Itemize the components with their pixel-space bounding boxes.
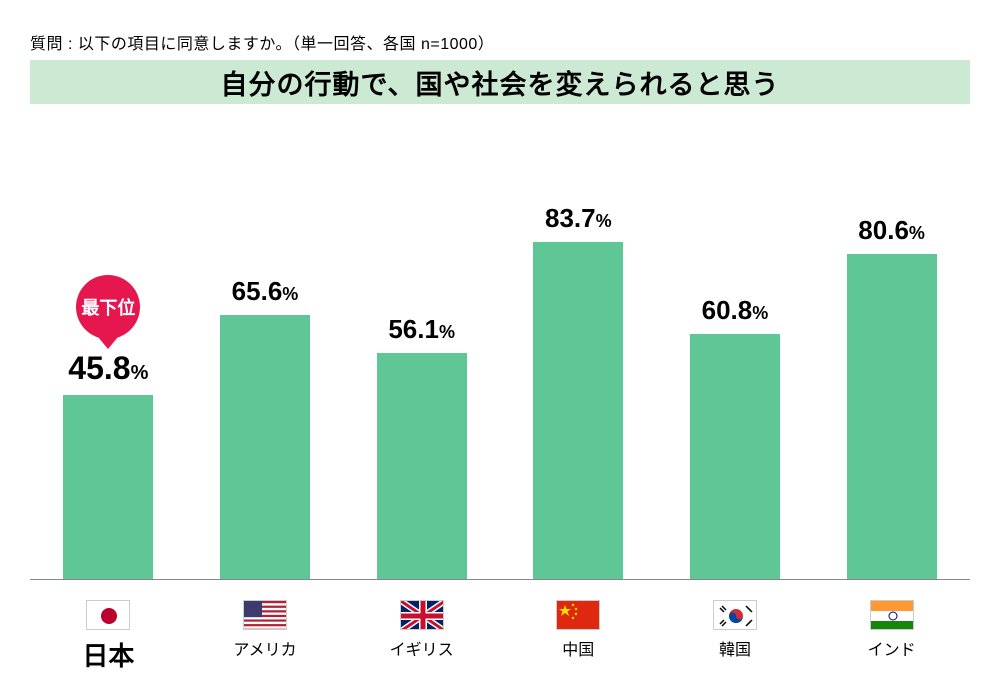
bar-value-label: 80.6% [858, 215, 925, 246]
chart-title-band: 自分の行動で、国や社会を変えられると思う [30, 60, 970, 104]
bar-plot: 45.8% 最下位 65.6% 56.1% 83.7% 60.8% 80.6% [30, 110, 970, 580]
bar-value-label: 56.1% [388, 314, 455, 345]
country-label: イギリス [390, 636, 454, 660]
bar-slot: 45.8% 最下位 [31, 110, 186, 580]
bar [690, 334, 780, 580]
x-tick: 日本 [31, 600, 186, 673]
lowest-badge: 最下位 [76, 275, 140, 339]
country-label: アメリカ [233, 636, 296, 660]
flag-icon [870, 600, 914, 630]
x-tick: アメリカ [187, 600, 342, 660]
country-label: インド [868, 636, 916, 660]
bar-value-label: 83.7% [545, 203, 612, 234]
bar-value-label: 45.8% [68, 350, 148, 387]
x-tick: インド [814, 600, 969, 660]
bar-value-label: 60.8% [702, 295, 769, 326]
flag-icon [243, 600, 287, 630]
flag-icon [86, 600, 130, 630]
x-tick: 韓国 [657, 600, 812, 660]
x-axis-line [30, 579, 970, 580]
bar-slot: 80.6% [814, 110, 969, 580]
flag-icon [713, 600, 757, 630]
bar [377, 353, 467, 580]
bar [220, 315, 310, 580]
bar-slot: 65.6% [187, 110, 342, 580]
x-axis-labels: 日本 アメリカ イギリス 中国 韓国 インド [30, 590, 970, 680]
country-label: 中国 [562, 636, 594, 660]
x-tick: イギリス [344, 600, 499, 660]
bars-container: 45.8% 最下位 65.6% 56.1% 83.7% 60.8% 80.6% [30, 110, 970, 580]
country-label: 韓国 [719, 636, 751, 660]
bar-slot: 60.8% [657, 110, 812, 580]
bar-slot: 56.1% [344, 110, 499, 580]
country-label: 日本 [82, 636, 134, 673]
bar-slot: 83.7% [501, 110, 656, 580]
chart-area: 45.8% 最下位 65.6% 56.1% 83.7% 60.8% 80.6% 日本 アメリカ… [30, 110, 970, 680]
bar-value-label: 65.6% [232, 276, 299, 307]
bar [847, 254, 937, 580]
bar [63, 395, 153, 580]
bar [533, 242, 623, 580]
x-tick: 中国 [501, 600, 656, 660]
flag-icon [400, 600, 444, 630]
chart-title: 自分の行動で、国や社会を変えられると思う [221, 63, 780, 102]
survey-question: 質問 : 以下の項目に同意しますか。（単一回答、各国 n=1000） [30, 30, 494, 54]
flag-icon [556, 600, 600, 630]
